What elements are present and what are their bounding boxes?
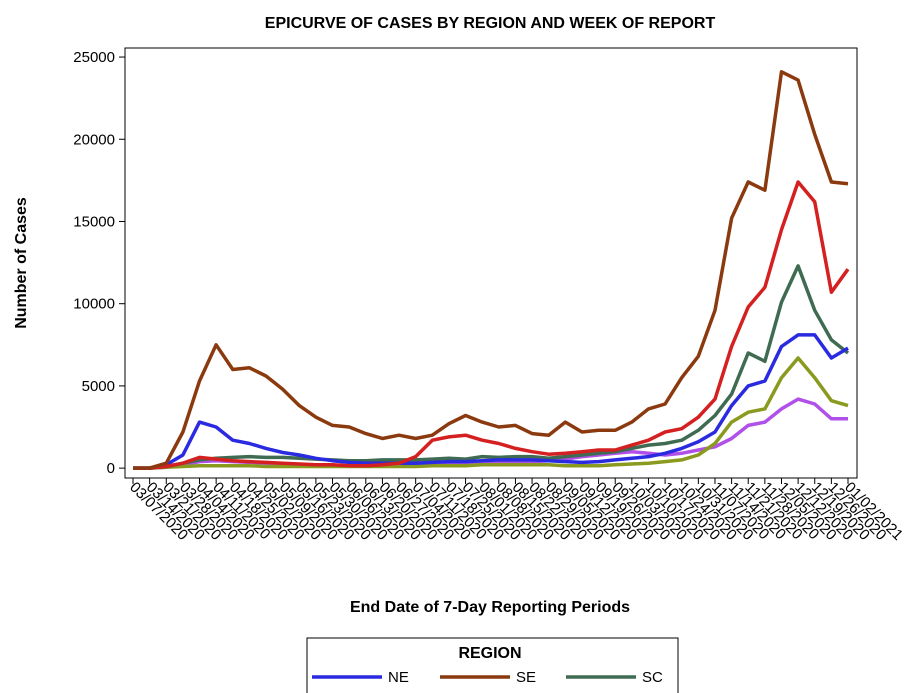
y-tick-label: 10000 [73,296,115,313]
legend-label: NE [388,669,409,686]
y-tick-label: 5000 [82,378,115,395]
y-tick-label: 20000 [73,131,115,148]
series-line [133,70,849,470]
series-line [133,180,850,470]
legend-title: REGION [458,645,521,662]
legend-box [306,637,679,693]
legend-label: SE [516,669,536,686]
y-tick-label: 0 [107,460,115,477]
legend-label: SC [642,669,663,686]
chart-title: EPICURVE OF CASES BY REGION AND WEEK OF … [265,15,716,32]
y-tick-label: 25000 [73,49,115,66]
plot-frame [124,47,858,479]
series-line [133,264,850,470]
series-line [133,333,849,470]
y-tick-label: 15000 [73,213,115,230]
series-line [133,356,849,470]
y-axis-label: Number of Cases [13,197,30,329]
x-axis-label: End Date of 7-Day Reporting Periods [350,599,630,616]
